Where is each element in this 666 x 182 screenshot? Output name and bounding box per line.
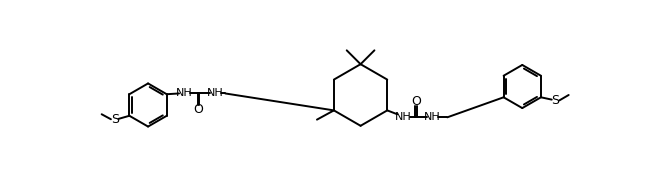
Text: S: S: [551, 94, 559, 107]
Text: S: S: [111, 113, 119, 126]
Text: O: O: [193, 103, 203, 116]
Text: NH: NH: [207, 88, 224, 98]
Text: NH: NH: [424, 112, 441, 122]
Text: NH: NH: [176, 88, 193, 98]
Text: NH: NH: [395, 112, 412, 122]
Text: O: O: [411, 95, 421, 108]
